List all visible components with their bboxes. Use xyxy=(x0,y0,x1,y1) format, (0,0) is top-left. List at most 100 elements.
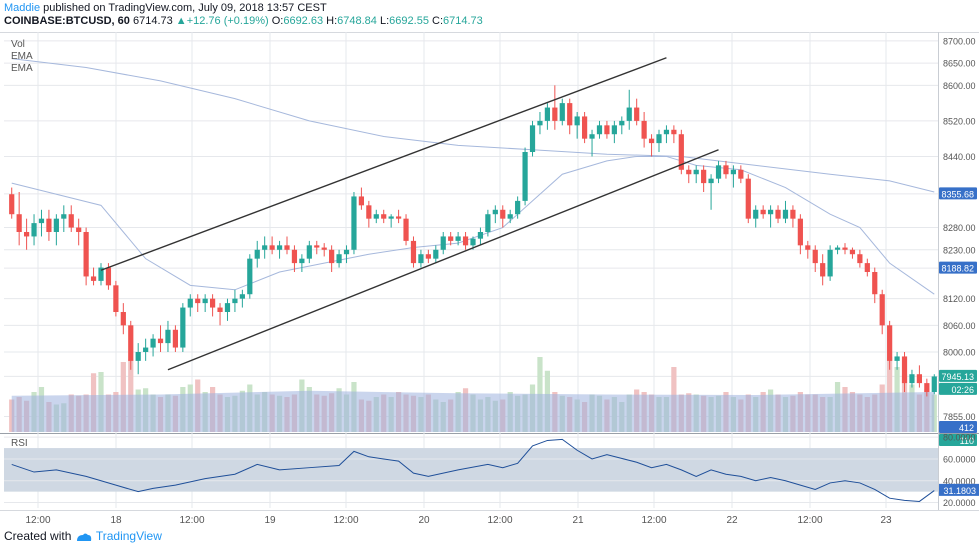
candle-body[interactable] xyxy=(909,374,915,384)
candle-body[interactable] xyxy=(224,303,231,312)
candle-body[interactable] xyxy=(284,245,290,250)
candle-body[interactable] xyxy=(701,169,707,184)
candle-body[interactable] xyxy=(834,247,841,250)
candle-body[interactable] xyxy=(336,254,342,264)
candle-body[interactable] xyxy=(715,165,722,179)
candle-body[interactable] xyxy=(529,125,536,152)
candle-body[interactable] xyxy=(180,307,186,348)
candle-body[interactable] xyxy=(291,249,298,264)
candle-body[interactable] xyxy=(596,125,603,135)
candle-body[interactable] xyxy=(671,129,677,135)
candle-body[interactable] xyxy=(552,107,558,121)
candle-body[interactable] xyxy=(83,232,89,277)
candle-body[interactable] xyxy=(693,169,699,175)
candle-body[interactable] xyxy=(492,209,498,215)
candle-body[interactable] xyxy=(187,298,193,308)
candle-body[interactable] xyxy=(239,294,245,299)
candle-body[interactable] xyxy=(559,103,565,121)
candle-body[interactable] xyxy=(477,232,484,239)
candle-body[interactable] xyxy=(611,125,617,135)
candle-body[interactable] xyxy=(202,298,208,304)
candle-body[interactable] xyxy=(61,214,67,219)
candle-body[interactable] xyxy=(299,258,305,264)
candle-body[interactable] xyxy=(105,267,112,286)
candle-body[interactable] xyxy=(172,329,179,348)
channel-trendline[interactable] xyxy=(167,149,719,371)
candle-body[interactable] xyxy=(924,383,930,392)
channel-trendline[interactable] xyxy=(100,57,667,271)
candle-body[interactable] xyxy=(730,169,737,175)
candle-body[interactable] xyxy=(887,325,893,361)
candle-body[interactable] xyxy=(686,169,692,175)
candle-body[interactable] xyxy=(113,285,119,312)
candle-body[interactable] xyxy=(433,249,439,259)
candle-body[interactable] xyxy=(812,249,818,264)
candle-body[interactable] xyxy=(98,267,104,281)
candle-body[interactable] xyxy=(68,214,74,228)
candle-body[interactable] xyxy=(738,169,744,179)
candle-body[interactable] xyxy=(619,120,625,126)
candle-body[interactable] xyxy=(448,236,454,241)
candle-body[interactable] xyxy=(604,125,610,135)
candle-body[interactable] xyxy=(343,249,350,255)
candle-body[interactable] xyxy=(760,209,766,215)
candle-body[interactable] xyxy=(16,214,22,232)
candle-body[interactable] xyxy=(9,194,15,215)
candle-body[interactable] xyxy=(589,134,595,139)
candle-body[interactable] xyxy=(723,165,729,175)
candle-body[interactable] xyxy=(217,307,223,312)
tradingview-brand[interactable]: TradingView xyxy=(95,529,162,543)
candle-body[interactable] xyxy=(120,312,126,326)
candle-body[interactable] xyxy=(544,107,551,121)
candle-body[interactable] xyxy=(782,209,789,219)
candle-body[interactable] xyxy=(455,236,461,241)
candle-body[interactable] xyxy=(381,214,387,219)
candle-body[interactable] xyxy=(626,107,632,121)
candle-body[interactable] xyxy=(306,245,312,259)
candle-body[interactable] xyxy=(395,216,402,219)
candle-body[interactable] xyxy=(247,258,253,295)
candle-body[interactable] xyxy=(232,298,238,304)
candle-body[interactable] xyxy=(634,107,640,121)
candle-body[interactable] xyxy=(641,120,647,139)
candle-body[interactable] xyxy=(931,376,937,392)
candle-body[interactable] xyxy=(314,245,320,248)
candle-body[interactable] xyxy=(857,254,863,264)
candle-body[interactable] xyxy=(403,218,409,241)
candle-body[interactable] xyxy=(648,138,655,144)
candle-body[interactable] xyxy=(775,209,781,219)
candle-body[interactable] xyxy=(485,214,491,232)
candle-body[interactable] xyxy=(537,120,543,126)
candle-body[interactable] xyxy=(38,218,45,224)
candle-body[interactable] xyxy=(916,374,923,384)
candle-body[interactable] xyxy=(373,214,379,219)
candle-body[interactable] xyxy=(31,223,37,237)
candle-body[interactable] xyxy=(663,129,670,135)
candle-body[interactable] xyxy=(901,356,908,384)
candle-body[interactable] xyxy=(143,347,149,352)
candle-body[interactable] xyxy=(767,209,774,215)
candle-body[interactable] xyxy=(128,325,134,361)
candle-body[interactable] xyxy=(753,209,759,219)
candle-body[interactable] xyxy=(440,236,446,250)
candle-body[interactable] xyxy=(165,329,171,344)
candle-body[interactable] xyxy=(849,249,856,255)
price-chart[interactable]: 12:00 18 12:00 19 12:00 20 12:00 21 12:00 22 12:00… xyxy=(0,0,979,528)
candle-body[interactable] xyxy=(462,236,469,246)
candle-body[interactable] xyxy=(745,178,751,219)
candle-body[interactable] xyxy=(678,134,684,170)
candle-body[interactable] xyxy=(827,249,833,277)
candle-body[interactable] xyxy=(329,249,335,264)
candle-body[interactable] xyxy=(90,276,97,281)
candle-body[interactable] xyxy=(425,254,431,259)
candle-body[interactable] xyxy=(842,247,848,250)
candle-body[interactable] xyxy=(522,152,528,201)
candle-body[interactable] xyxy=(418,254,424,264)
candle-body[interactable] xyxy=(507,214,513,219)
candle-body[interactable] xyxy=(358,196,365,206)
candle-body[interactable] xyxy=(708,178,714,184)
candle-body[interactable] xyxy=(574,116,580,126)
candle-body[interactable] xyxy=(195,298,201,304)
candle-body[interactable] xyxy=(410,240,417,264)
candle-body[interactable] xyxy=(254,249,260,259)
